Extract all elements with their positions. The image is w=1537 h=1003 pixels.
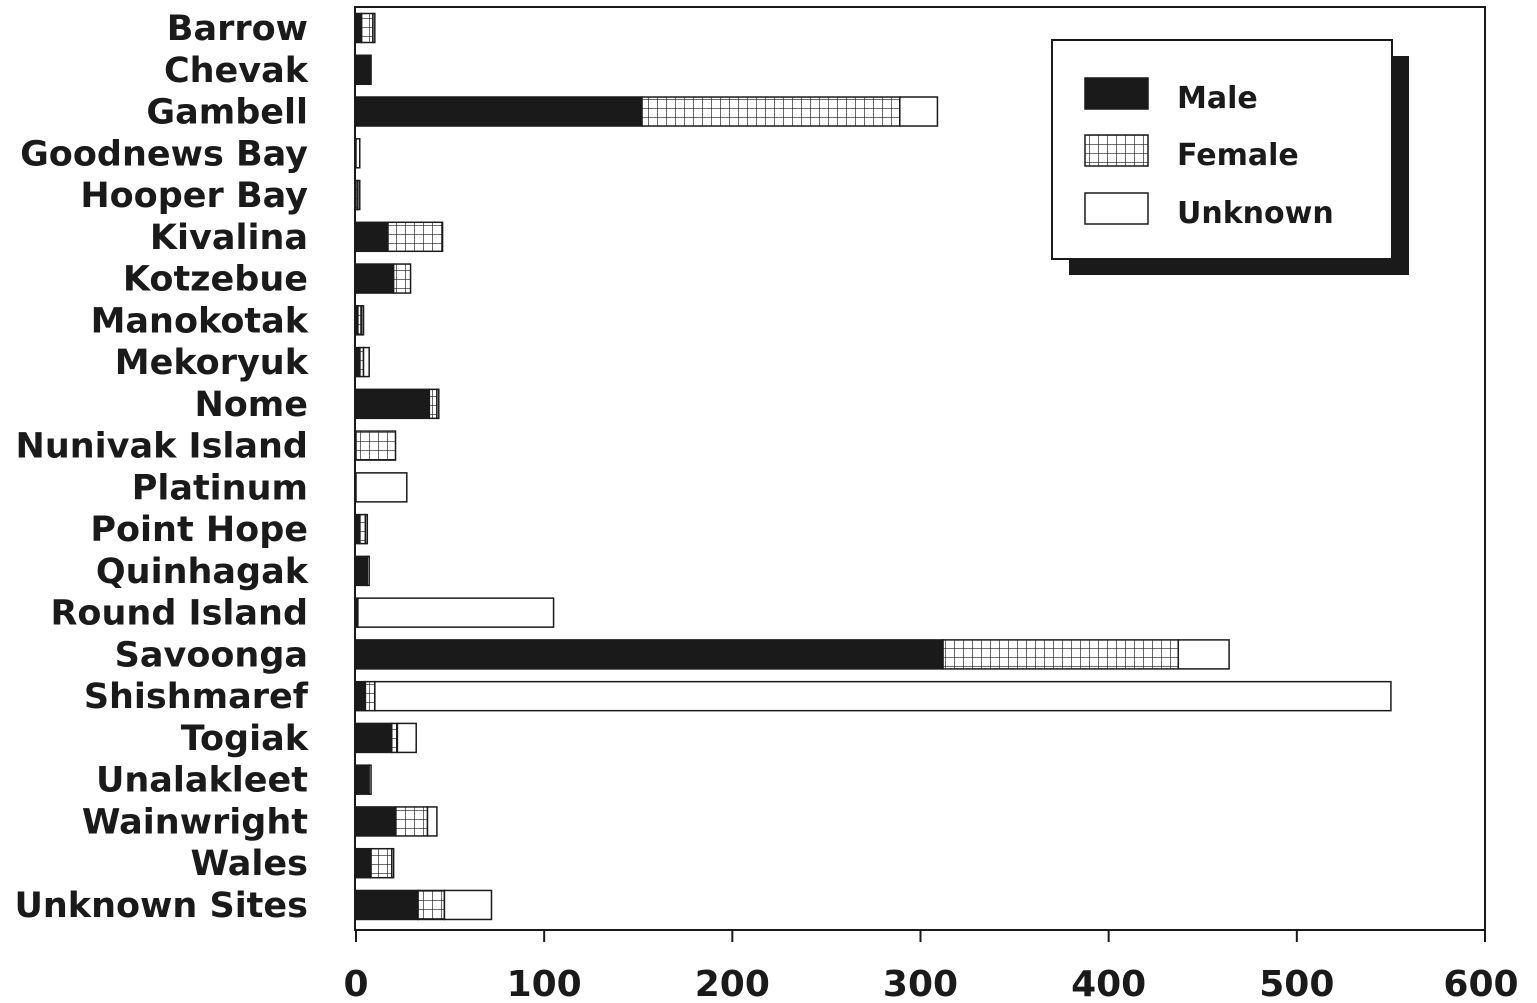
bar-segment-unknown (357, 179, 361, 211)
bar-segment-female (370, 847, 393, 879)
legend-swatch-female (1084, 134, 1149, 167)
bar-segment-female (359, 513, 367, 545)
category-label: Nome (194, 385, 308, 425)
bar-segment-unknown (396, 722, 417, 754)
bar-segment-male (355, 54, 372, 86)
category-label: Hooper Bay (80, 176, 308, 216)
category-label: Point Hope (90, 510, 308, 550)
bar-segment-female (355, 430, 397, 461)
bar-segment-unknown (372, 12, 376, 44)
bar-segment-male (355, 764, 370, 795)
bar-segment-female (428, 388, 438, 420)
x-tick-label: 200 (695, 964, 770, 1003)
bar-segment-male (355, 221, 389, 253)
category-label: Manokotak (91, 301, 309, 341)
category-label: Wainwright (82, 802, 308, 842)
legend-label-male: Male (1177, 81, 1258, 116)
legend-label-unknown: Unknown (1177, 196, 1334, 231)
category-label: Gambell (146, 93, 308, 133)
x-tick-label: 300 (883, 964, 958, 1003)
category-label: Wales (190, 844, 308, 884)
legend-label-female: Female (1177, 138, 1299, 173)
bar-segment-unknown (1177, 639, 1230, 670)
bar-segment-unknown (360, 305, 365, 336)
bar-segment-male (355, 722, 393, 754)
bar-segment-male (355, 12, 363, 44)
category-label: Barrow (167, 9, 308, 49)
bar-segment-unknown (368, 764, 372, 795)
bar-segment-male (355, 639, 944, 670)
bar-segment-male (355, 847, 372, 879)
category-label: Unalakleet (96, 761, 308, 801)
bar-segment-female (387, 221, 444, 253)
bar-segment-male (355, 806, 397, 837)
bar-segment-unknown (391, 847, 395, 879)
bar-segment-unknown (357, 597, 555, 628)
legend: Male Female Unknown (1051, 39, 1409, 275)
bar-segment-female (360, 12, 374, 44)
bar-segment-unknown (436, 388, 440, 420)
bars-group (355, 12, 1392, 921)
category-label: Platinum (132, 468, 308, 508)
category-label: Goodnews Bay (20, 134, 308, 174)
bar-segment-unknown (443, 889, 493, 921)
x-tick-label: 400 (1071, 964, 1146, 1003)
x-tick-label: 100 (507, 964, 582, 1003)
category-label: Round Island (50, 594, 308, 634)
category-label: Kotzebue (123, 260, 308, 300)
bar-segment-female (641, 96, 901, 127)
bar-segment-male (355, 263, 395, 294)
x-tick-label: 600 (1443, 964, 1518, 1003)
bar-segment-female (942, 639, 1180, 670)
x-axis: 0 100 200 300 400 500 600 (343, 930, 1519, 1003)
bar-segment-unknown (426, 806, 438, 837)
category-label: Kivalina (150, 218, 308, 258)
bar-segment-unknown (364, 513, 369, 545)
category-label: Shishmaref (84, 677, 309, 717)
category-label: Mekoryuk (115, 343, 309, 383)
category-label: Chevak (164, 51, 309, 91)
bar-segment-male (355, 555, 369, 587)
bar-segment-unknown (355, 138, 361, 169)
category-label: Savoonga (115, 635, 308, 675)
bar-segment-male (355, 96, 643, 127)
legend-swatch-male (1084, 77, 1149, 110)
bar-segment-male (355, 889, 419, 921)
category-label: Quinhagak (96, 552, 309, 592)
category-label: Togiak (181, 719, 309, 759)
bar-segment-male (355, 680, 367, 712)
x-tick-label: 0 (343, 964, 368, 1003)
bar-segment-unknown (366, 555, 370, 587)
bar-segment-unknown (374, 680, 1392, 712)
bar-segment-female (391, 722, 399, 754)
bar-segment-female (394, 806, 429, 837)
bar-segment-female (417, 889, 446, 921)
bar-segment-female (364, 680, 376, 712)
bar-segment-male (355, 388, 431, 420)
x-tick-label: 500 (1259, 964, 1334, 1003)
bar-segment-female (392, 263, 412, 294)
category-label: Nunivak Island (16, 427, 308, 467)
legend-swatch-unknown (1084, 192, 1149, 225)
bar-segment-unknown (899, 96, 939, 127)
category-label: Unknown Sites (14, 886, 308, 926)
bar-segment-unknown (355, 472, 408, 503)
bar-segment-unknown (362, 346, 370, 378)
